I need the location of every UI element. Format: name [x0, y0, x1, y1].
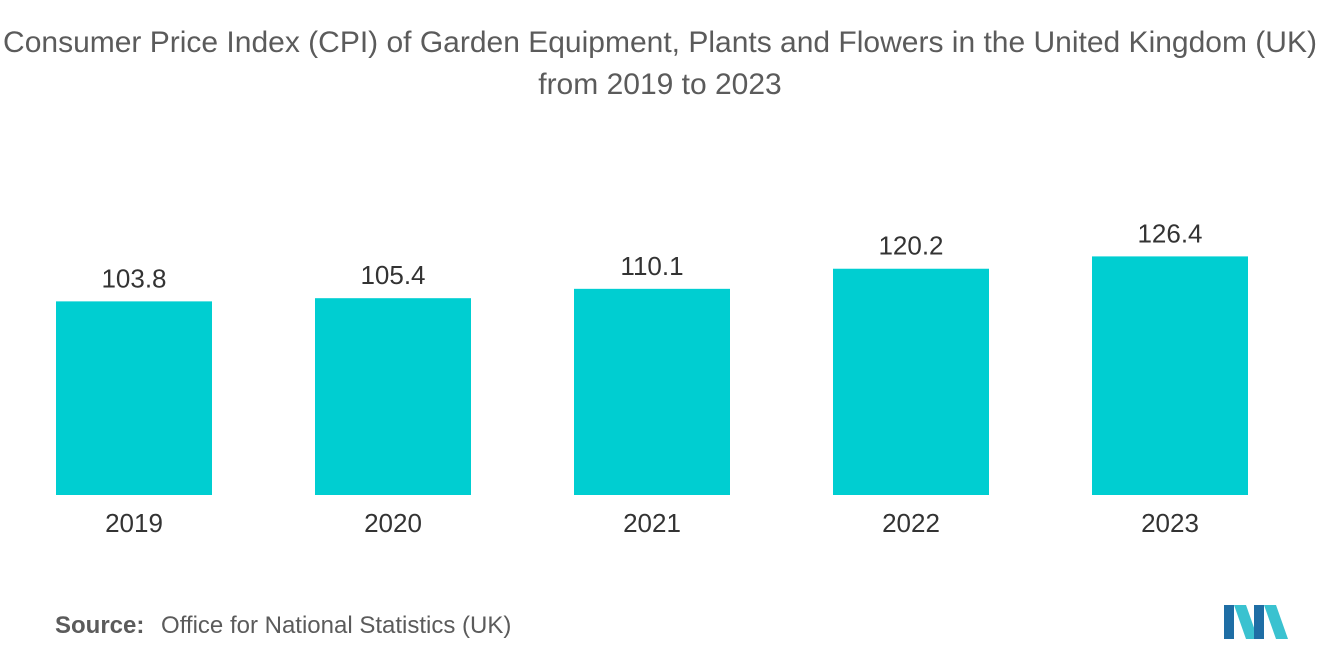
- source-label: Source:: [55, 612, 145, 639]
- value-labels-group: 103.8 105.4 110.1 120.2 126.4: [101, 218, 1202, 293]
- value-label-2022: 120.2: [878, 231, 943, 261]
- mordor-intelligence-logo-icon: [1224, 605, 1288, 639]
- x-tick-label-2021: 2021: [623, 508, 681, 538]
- value-label-2021: 110.1: [620, 251, 683, 281]
- x-tick-label-2019: 2019: [105, 508, 163, 538]
- bar-2020: [315, 298, 471, 495]
- x-axis-tick-labels: 2019 2020 2021 2022 2023: [105, 508, 1199, 538]
- x-tick-label-2020: 2020: [364, 508, 422, 538]
- bar-2023: [1092, 256, 1248, 495]
- value-label-2019: 103.8: [101, 263, 166, 293]
- bar-2021: [574, 288, 730, 495]
- x-tick-label-2022: 2022: [882, 508, 940, 538]
- bar-2019: [56, 301, 212, 495]
- value-label-2020: 105.4: [360, 260, 425, 290]
- bar-2022: [833, 268, 989, 495]
- chart-title: Consumer Price Index (CPI) of Garden Equ…: [3, 26, 1317, 101]
- value-label-2023: 126.4: [1137, 218, 1202, 248]
- source-note: Source: Office for National Statistics (…: [55, 612, 511, 640]
- x-tick-label-2023: 2023: [1141, 508, 1199, 538]
- source-text: Office for National Statistics (UK): [161, 612, 512, 639]
- bars-group: [56, 256, 1248, 495]
